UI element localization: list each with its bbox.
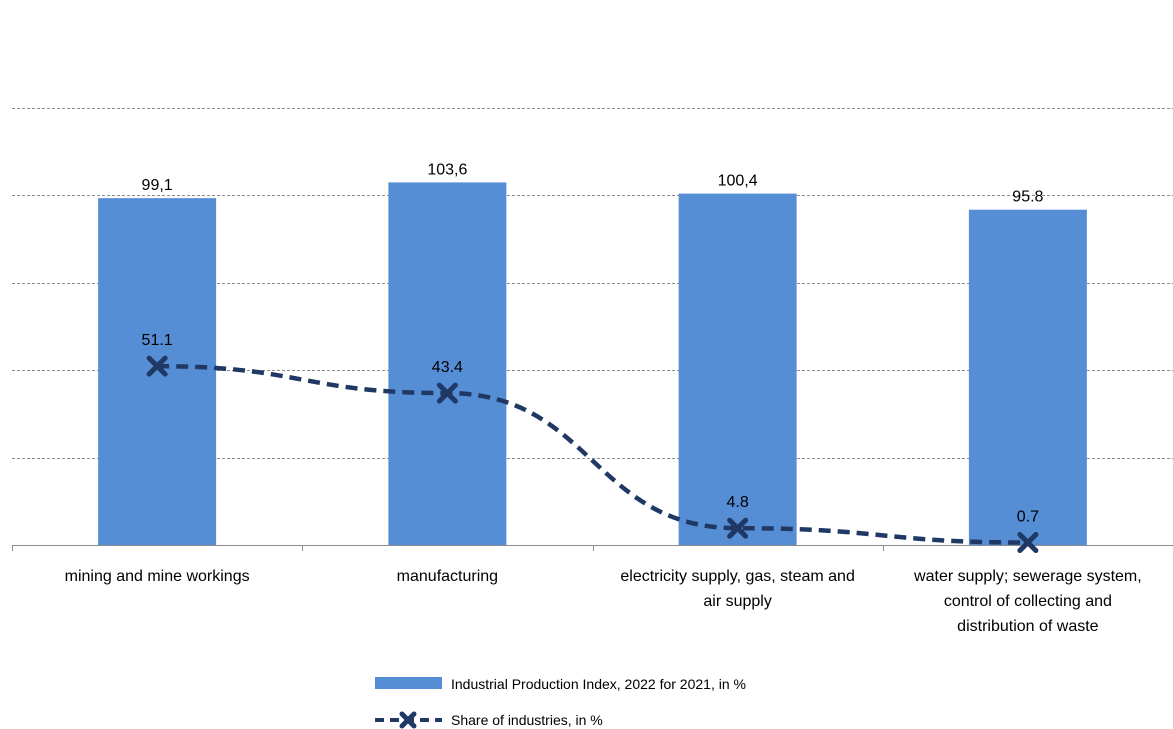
bar-series — [98, 182, 1087, 545]
category-label: water supply; sewerage system, — [913, 568, 1142, 585]
legend-bar-swatch — [375, 677, 442, 689]
bar — [678, 193, 797, 545]
line-value-label: 4.8 — [727, 494, 749, 511]
bar — [968, 209, 1087, 545]
x-axis — [12, 545, 1173, 551]
line-point-marker — [1017, 532, 1039, 554]
line-point-marker — [146, 355, 168, 377]
line-point-marker — [399, 711, 417, 729]
category-label: manufacturing — [397, 568, 498, 585]
legend: Industrial Production Index, 2022 for 20… — [375, 676, 746, 729]
data-labels: 99,1 103,6 100,4 95.8 51.1 43.4 4.8 0.7 — [142, 161, 1044, 525]
category-label: control of collecting and — [944, 593, 1112, 610]
bar-value-label: 99,1 — [142, 177, 173, 194]
line-value-label: 43.4 — [432, 359, 463, 376]
bar — [98, 198, 217, 545]
share-line — [157, 363, 1028, 545]
legend-label-share: Share of industries, in % — [451, 712, 603, 728]
line-point-marker — [436, 382, 458, 404]
bar-value-label: 103,6 — [427, 161, 467, 178]
legend-label-index: Industrial Production Index, 2022 for 20… — [451, 676, 746, 692]
line-value-label: 51.1 — [142, 332, 173, 349]
bar-value-label: 95.8 — [1012, 189, 1043, 206]
bar — [388, 182, 507, 545]
category-label: distribution of waste — [957, 618, 1099, 635]
category-label: mining and mine workings — [65, 568, 250, 585]
line-point-marker — [727, 517, 749, 539]
category-label: air supply — [703, 593, 771, 610]
category-labels: mining and mine workings manufacturing ele… — [65, 568, 1142, 635]
line-series — [146, 355, 1039, 554]
bar-value-label: 100,4 — [718, 173, 758, 190]
line-value-label: 0.7 — [1017, 509, 1039, 526]
category-label: electricity supply, gas, steam and — [620, 568, 854, 585]
